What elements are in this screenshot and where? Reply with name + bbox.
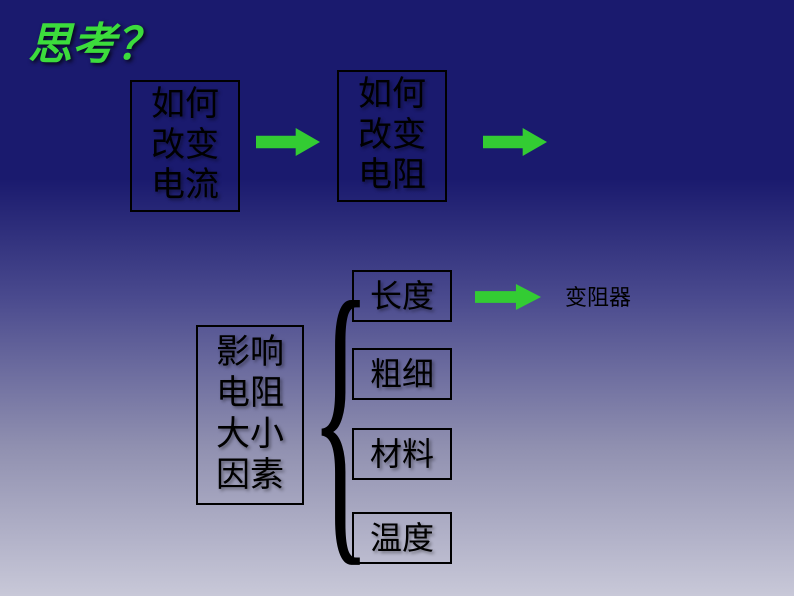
factor-temperature-text: 温度	[370, 519, 434, 557]
box-factors: 影响 电阻 大小 因素	[196, 325, 304, 505]
arrow-2	[483, 128, 547, 156]
box-change-current: 如何 改变 电流	[130, 80, 240, 212]
slide-title: 思考？	[28, 8, 160, 72]
factor-material-text: 材料	[370, 435, 434, 473]
arrow-3	[475, 284, 541, 310]
box-factors-text: 影响 电阻 大小 因素	[216, 333, 284, 496]
factor-length-text: 长度	[370, 277, 434, 315]
box-change-resistance-text: 如何 改变 电阻	[358, 75, 426, 197]
arrow-1	[256, 128, 320, 156]
label-rheostat: 变阻器	[565, 280, 631, 312]
factor-thickness-text: 粗细	[370, 355, 434, 393]
box-change-current-text: 如何 改变 电流	[151, 85, 219, 207]
brace-icon: {	[310, 266, 371, 564]
box-change-resistance: 如何 改变 电阻	[337, 70, 447, 202]
